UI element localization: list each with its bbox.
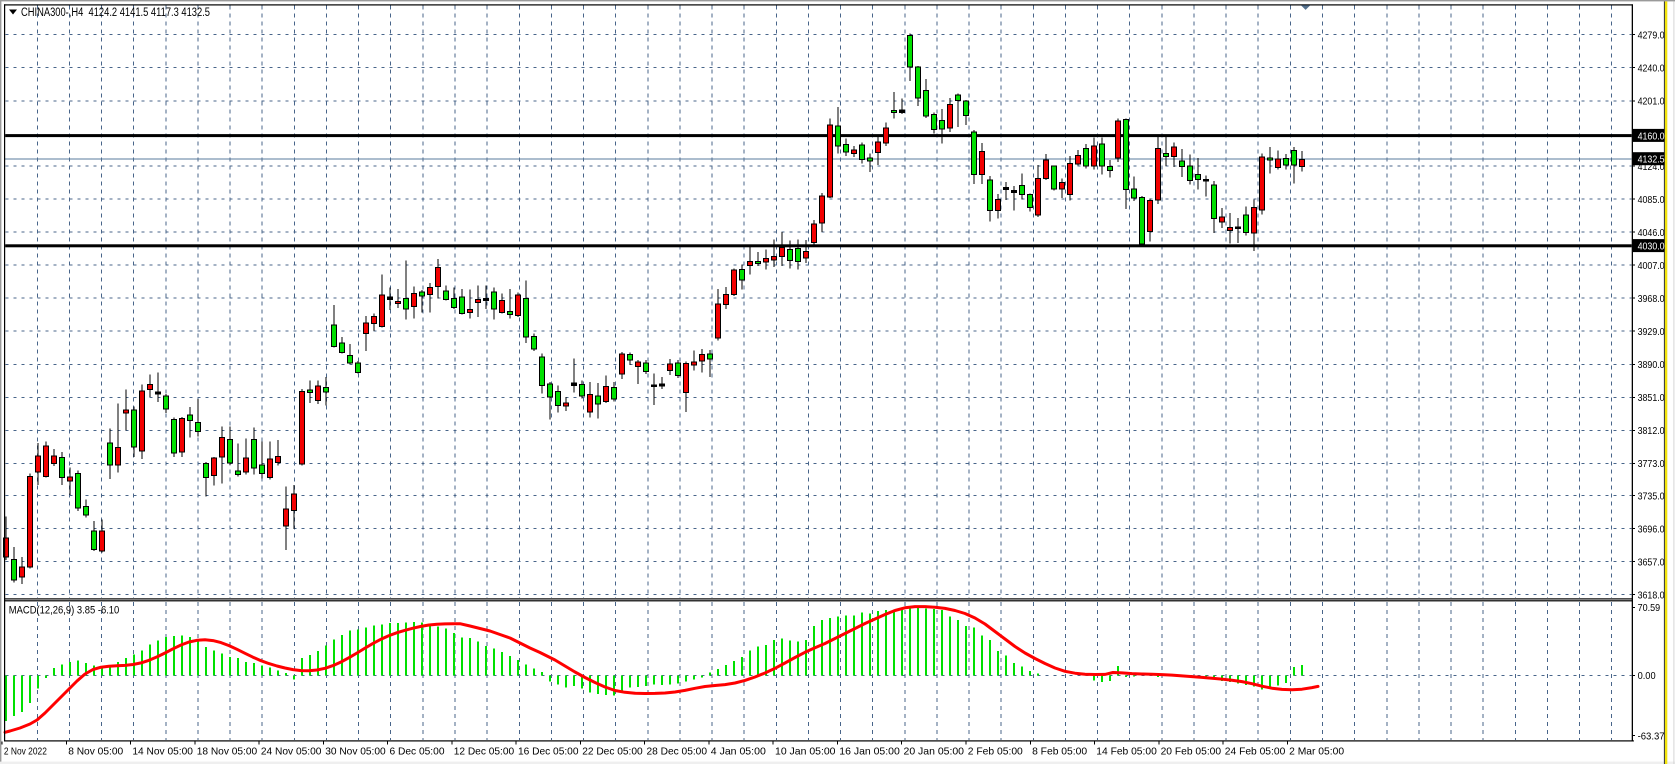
svg-text:3890.0: 3890.0: [1638, 360, 1665, 371]
svg-text:4160.0: 4160.0: [1638, 131, 1665, 142]
svg-text:16 Jan 05:00: 16 Jan 05:00: [839, 747, 900, 758]
svg-text:28 Dec 05:00: 28 Dec 05:00: [647, 747, 708, 758]
svg-text:3696.0: 3696.0: [1638, 524, 1665, 535]
svg-text:10 Jan 05:00: 10 Jan 05:00: [775, 747, 836, 758]
svg-text:30 Nov 05:00: 30 Nov 05:00: [325, 747, 386, 758]
svg-text:8 Feb 05:00: 8 Feb 05:00: [1032, 747, 1087, 758]
svg-text:4030.0: 4030.0: [1638, 242, 1665, 253]
svg-text:2 Mar 05:00: 2 Mar 05:00: [1289, 747, 1344, 758]
svg-text:4046.0: 4046.0: [1638, 228, 1665, 239]
svg-text:CHINA300-,H4 4124.2 4141.5 41: CHINA300-,H4 4124.2 4141.5 4117.3 4132.5: [21, 7, 210, 19]
svg-text:2 Nov 2022: 2 Nov 2022: [4, 747, 47, 758]
svg-text:14 Feb 05:00: 14 Feb 05:00: [1096, 747, 1157, 758]
svg-text:4085.0: 4085.0: [1638, 195, 1665, 206]
svg-text:4240.0: 4240.0: [1638, 64, 1665, 75]
svg-text:3851.0: 3851.0: [1638, 393, 1665, 404]
svg-text:70.59: 70.59: [1638, 603, 1661, 614]
svg-text:3618.0: 3618.0: [1638, 591, 1665, 602]
svg-text:20 Feb 05:00: 20 Feb 05:00: [1161, 747, 1222, 758]
svg-text:4124.0: 4124.0: [1638, 162, 1665, 173]
svg-text:22 Dec 05:00: 22 Dec 05:00: [582, 747, 643, 758]
svg-text:0.00: 0.00: [1638, 671, 1656, 682]
svg-text:3812.0: 3812.0: [1638, 426, 1665, 437]
svg-text:20 Jan 05:00: 20 Jan 05:00: [904, 747, 965, 758]
svg-text:6 Dec 05:00: 6 Dec 05:00: [390, 747, 445, 758]
svg-text:18 Nov 05:00: 18 Nov 05:00: [197, 747, 258, 758]
svg-text:2 Feb 05:00: 2 Feb 05:00: [968, 747, 1023, 758]
svg-text:3773.0: 3773.0: [1638, 459, 1665, 470]
svg-text:-63.37: -63.37: [1638, 731, 1665, 742]
svg-text:3968.0: 3968.0: [1638, 294, 1665, 305]
svg-text:8 Nov 05:00: 8 Nov 05:00: [68, 747, 123, 758]
svg-text:4 Jan 05:00: 4 Jan 05:00: [711, 747, 766, 758]
svg-text:16 Dec 05:00: 16 Dec 05:00: [518, 747, 579, 758]
svg-text:3929.0: 3929.0: [1638, 327, 1665, 338]
svg-text:14 Nov 05:00: 14 Nov 05:00: [132, 747, 193, 758]
svg-text:4007.0: 4007.0: [1638, 261, 1665, 272]
svg-text:24 Nov 05:00: 24 Nov 05:00: [261, 747, 322, 758]
svg-text:4132.5: 4132.5: [1638, 155, 1665, 166]
svg-text:4279.0: 4279.0: [1638, 31, 1665, 42]
svg-text:MACD(12,26,9) 3.85 -6.10: MACD(12,26,9) 3.85 -6.10: [9, 605, 120, 617]
svg-text:3735.0: 3735.0: [1638, 491, 1665, 502]
svg-text:3657.0: 3657.0: [1638, 558, 1665, 569]
svg-text:24 Feb 05:00: 24 Feb 05:00: [1225, 747, 1286, 758]
svg-text:12 Dec 05:00: 12 Dec 05:00: [454, 747, 515, 758]
svg-text:4201.0: 4201.0: [1638, 97, 1665, 108]
